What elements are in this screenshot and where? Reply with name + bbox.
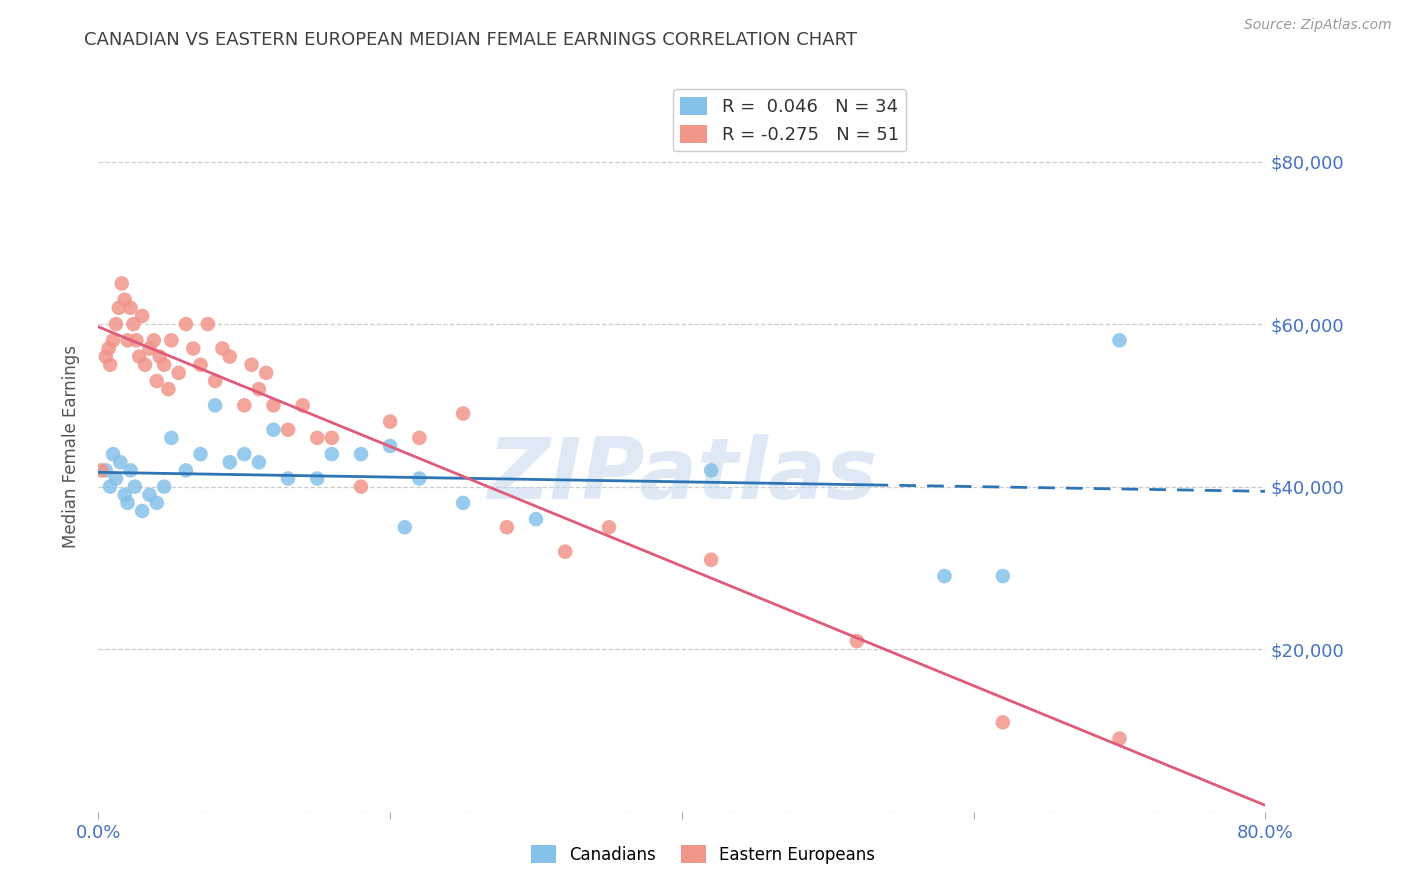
Point bbox=[114, 293, 136, 307]
Point bbox=[291, 398, 314, 412]
Point bbox=[934, 569, 956, 583]
Point bbox=[380, 415, 402, 429]
Point bbox=[125, 334, 148, 348]
Point bbox=[247, 382, 270, 396]
Point bbox=[149, 350, 172, 364]
Point bbox=[153, 480, 176, 494]
Point bbox=[190, 358, 212, 372]
Point bbox=[1108, 731, 1130, 746]
Point bbox=[146, 374, 169, 388]
Point bbox=[117, 334, 139, 348]
Point bbox=[181, 342, 204, 356]
Point bbox=[97, 342, 120, 356]
Point bbox=[408, 431, 430, 445]
Point bbox=[128, 350, 150, 364]
Point bbox=[846, 634, 869, 648]
Point bbox=[350, 447, 373, 461]
Point bbox=[138, 342, 160, 356]
Point bbox=[262, 398, 284, 412]
Point bbox=[90, 463, 112, 477]
Point bbox=[307, 431, 329, 445]
Point bbox=[408, 471, 430, 485]
Point bbox=[98, 480, 121, 494]
Point bbox=[380, 439, 402, 453]
Point bbox=[114, 488, 136, 502]
Legend: R =  0.046   N = 34, R = -0.275   N = 51: R = 0.046 N = 34, R = -0.275 N = 51 bbox=[673, 89, 907, 152]
Point bbox=[120, 301, 142, 315]
Point bbox=[142, 334, 165, 348]
Point bbox=[350, 480, 373, 494]
Point bbox=[98, 358, 121, 372]
Point bbox=[104, 317, 127, 331]
Text: CANADIAN VS EASTERN EUROPEAN MEDIAN FEMALE EARNINGS CORRELATION CHART: CANADIAN VS EASTERN EUROPEAN MEDIAN FEMA… bbox=[84, 31, 858, 49]
Point bbox=[197, 317, 219, 331]
Point bbox=[146, 496, 169, 510]
Point bbox=[153, 358, 176, 372]
Point bbox=[394, 520, 416, 534]
Point bbox=[247, 455, 270, 469]
Point bbox=[157, 382, 180, 396]
Point bbox=[211, 342, 233, 356]
Point bbox=[700, 463, 723, 477]
Point bbox=[131, 504, 153, 518]
Point bbox=[101, 447, 124, 461]
Point bbox=[700, 553, 723, 567]
Point bbox=[277, 423, 299, 437]
Point bbox=[524, 512, 547, 526]
Point bbox=[131, 309, 153, 323]
Point bbox=[991, 715, 1014, 730]
Point bbox=[233, 398, 256, 412]
Legend: Canadians, Eastern Europeans: Canadians, Eastern Europeans bbox=[524, 838, 882, 871]
Point bbox=[321, 431, 343, 445]
Point bbox=[262, 423, 284, 437]
Point bbox=[110, 455, 132, 469]
Point bbox=[598, 520, 620, 534]
Point bbox=[120, 463, 142, 477]
Point bbox=[94, 350, 117, 364]
Point bbox=[240, 358, 263, 372]
Point bbox=[174, 317, 197, 331]
Point bbox=[117, 496, 139, 510]
Point bbox=[233, 447, 256, 461]
Point bbox=[138, 488, 160, 502]
Point bbox=[254, 366, 277, 380]
Point bbox=[204, 374, 226, 388]
Point bbox=[111, 277, 134, 291]
Point bbox=[218, 350, 240, 364]
Point bbox=[204, 398, 226, 412]
Point bbox=[190, 447, 212, 461]
Point bbox=[277, 471, 299, 485]
Point bbox=[167, 366, 190, 380]
Point bbox=[218, 455, 240, 469]
Point bbox=[451, 407, 474, 421]
Point bbox=[124, 480, 146, 494]
Point bbox=[321, 447, 343, 461]
Point bbox=[1108, 334, 1130, 348]
Point bbox=[101, 334, 124, 348]
Point bbox=[307, 471, 329, 485]
Point bbox=[451, 496, 474, 510]
Point bbox=[104, 471, 127, 485]
Y-axis label: Median Female Earnings: Median Female Earnings bbox=[62, 344, 80, 548]
Point bbox=[108, 301, 131, 315]
Point bbox=[174, 463, 197, 477]
Point bbox=[160, 334, 183, 348]
Point bbox=[554, 544, 576, 558]
Text: ZIPatlas: ZIPatlas bbox=[486, 434, 877, 516]
Point bbox=[160, 431, 183, 445]
Point bbox=[496, 520, 519, 534]
Point bbox=[122, 317, 145, 331]
Point bbox=[134, 358, 156, 372]
Text: Source: ZipAtlas.com: Source: ZipAtlas.com bbox=[1244, 18, 1392, 32]
Point bbox=[94, 463, 117, 477]
Point bbox=[991, 569, 1014, 583]
